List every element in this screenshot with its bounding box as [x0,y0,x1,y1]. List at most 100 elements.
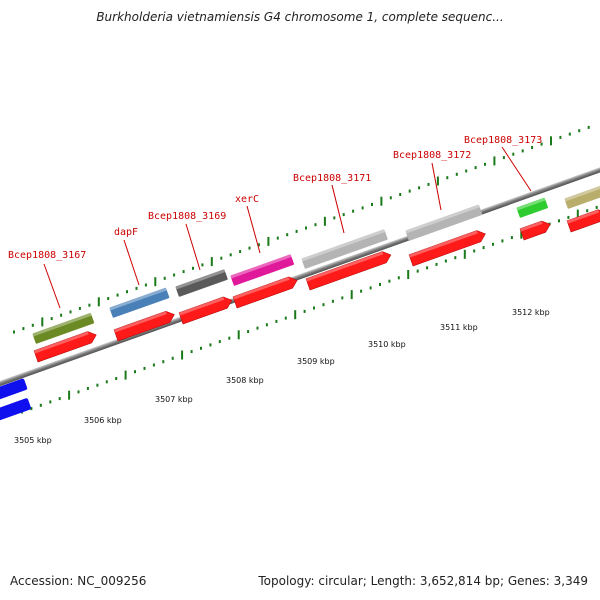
minor-tick [134,370,136,374]
gene-bar-bcep1808-3172[interactable] [405,204,483,241]
cds-arrow[interactable] [113,309,176,342]
kbp-label: 3506 kbp [84,416,122,425]
cds-arrow-highlight [519,220,543,232]
cds-arrow[interactable] [178,295,234,325]
cds-arrow[interactable] [33,329,98,363]
minor-tick [331,299,334,303]
gene-bar-highlight [405,204,480,234]
minor-tick [13,330,15,334]
minor-tick [341,296,344,300]
kbp-label: 3505 kbp [14,436,52,445]
minor-tick [361,206,364,210]
minor-tick [86,387,89,390]
minor-tick [116,293,119,297]
minor-tick [77,390,80,394]
gene-bar-bcep1808-3171[interactable] [301,229,388,269]
minor-tick [371,203,373,206]
minor-tick [482,246,485,250]
minor-tick [173,273,176,277]
kbp-label: 3508 kbp [226,376,264,385]
minor-tick [22,327,25,331]
gene-bar-highlight [230,254,292,279]
cds-arrow-highlight [113,311,167,333]
minor-tick [247,330,250,333]
minor-tick [399,193,402,196]
minor-tick [454,256,457,260]
gene-label: Bcep1808_3173 [464,135,542,146]
blue-cds-bar[interactable] [0,398,31,423]
gene-bar-xerc[interactable] [230,254,295,286]
major-tick [210,257,213,267]
minor-tick [501,239,504,243]
minor-tick [352,209,355,213]
kbp-label: 3510 kbp [368,340,406,349]
minor-tick [143,366,146,370]
upper-tick-row [13,125,590,334]
major-tick [380,196,383,206]
minor-tick [502,156,505,160]
major-tick [97,297,100,307]
minor-tick [568,132,571,136]
major-tick [181,350,184,360]
minor-tick [31,323,34,327]
major-tick [294,310,297,320]
minor-tick [512,152,515,156]
kbp-labels: 3505 kbp 3506 kbp 3507 kbp 3508 kbp 3509… [14,308,550,445]
major-tick [493,156,496,166]
minor-tick [342,213,345,217]
minor-tick [531,146,534,149]
minor-tick [69,310,72,314]
minor-tick [190,350,193,354]
cds-arrow[interactable] [519,219,552,241]
minor-tick [50,317,53,321]
leader-line [123,239,140,286]
minor-tick [286,233,289,237]
minor-tick [587,125,590,129]
cds-arrow-highlight [33,331,89,354]
minor-tick [465,169,468,173]
cds-arrow[interactable] [232,275,299,309]
gene-bar-highlight [109,287,167,311]
major-tick [323,216,326,226]
gene-label: Bcep1808_3172 [393,150,471,161]
cds-arrow-highlight [566,209,600,224]
gene-bar-dapf[interactable] [109,287,170,318]
minor-tick [144,283,147,287]
map-title: Burkholderia vietnamiensis G4 chromosome… [96,10,504,24]
gene-bar-highlight [32,312,92,337]
minor-tick [229,253,232,257]
major-tick [520,229,523,239]
major-tick [237,330,240,340]
minor-tick [58,397,61,401]
minor-tick [115,377,118,380]
gene-bar-next[interactable] [564,185,600,209]
cds-arrow[interactable] [305,249,393,291]
kbp-label: 3512 kbp [512,308,550,317]
genome-summary-text: Topology: circular; Length: 3,652,814 bp… [258,574,588,588]
minor-tick [521,149,524,153]
minor-tick [388,279,391,283]
cds-arrow[interactable] [566,207,600,233]
minor-tick [322,303,325,307]
minor-tick [162,360,165,364]
label-leaders [43,146,532,309]
cds-arrow-highlight [232,276,290,300]
minor-tick [389,196,392,200]
minor-tick [275,319,278,323]
gene-bar-bcep1808-3167[interactable] [32,313,95,344]
minor-tick [314,223,317,227]
gene-bar-bcep1808-3173[interactable] [516,197,548,218]
minor-tick [540,142,543,146]
blue-gene-bar[interactable] [0,378,28,402]
minor-tick [209,343,212,347]
gene-bar-bcep1808-3169[interactable] [175,269,228,297]
blue-feature[interactable] [0,378,31,423]
gene-bar-highlight [175,269,226,290]
minor-tick [295,229,298,233]
minor-tick [135,286,138,290]
minor-tick [455,172,458,176]
minor-tick [182,270,185,274]
cds-arrow[interactable] [408,228,487,267]
minor-tick [105,380,108,384]
minor-tick [510,236,513,240]
